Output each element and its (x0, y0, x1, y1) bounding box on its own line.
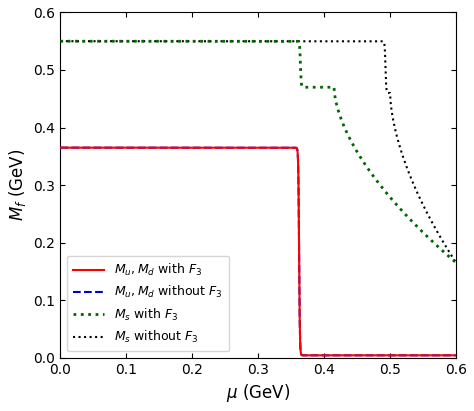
$M_s$ with $F_3$ (156, 39, 162, 44)
$M_u, M_d$ with $F_3$ (428, 353, 433, 358)
$M_u, M_d$ without $F_3$ (245, 145, 250, 150)
$M_s$ without $F_3$ (245, 39, 250, 44)
Line: $M_s$ with $F_3$: $M_s$ with $F_3$ (60, 41, 456, 263)
Line: $M_s$ without $F_3$: $M_s$ without $F_3$ (60, 41, 456, 263)
$M_s$ with $F_3$ (311, 85, 317, 90)
$M_u, M_d$ with $F_3$ (156, 145, 162, 150)
Line: $M_u, M_d$ with $F_3$: $M_u, M_d$ with $F_3$ (60, 148, 456, 356)
$M_u, M_d$ without $F_3$ (428, 353, 433, 358)
$M_s$ with $F_3$ (453, 260, 459, 265)
X-axis label: $\mu$ (GeV): $\mu$ (GeV) (226, 382, 290, 404)
$M_s$ without $F_3$ (297, 39, 302, 44)
$M_s$ without $F_3$ (57, 39, 63, 44)
$M_u, M_d$ with $F_3$ (312, 353, 318, 358)
$M_u, M_d$ without $F_3$ (311, 353, 317, 358)
Line: $M_u, M_d$ without $F_3$: $M_u, M_d$ without $F_3$ (60, 148, 456, 356)
$M_u, M_d$ with $F_3$ (311, 353, 317, 358)
$M_u, M_d$ with $F_3$ (453, 353, 459, 358)
$M_u, M_d$ without $F_3$ (341, 353, 346, 358)
$M_u, M_d$ without $F_3$ (57, 145, 63, 150)
$M_u, M_d$ with $F_3$ (341, 353, 346, 358)
$M_u, M_d$ without $F_3$ (453, 353, 459, 358)
$M_u, M_d$ with $F_3$ (297, 313, 302, 318)
Y-axis label: $M_f$ (GeV): $M_f$ (GeV) (7, 149, 28, 221)
$M_s$ with $F_3$ (297, 45, 302, 50)
$M_s$ without $F_3$ (311, 39, 317, 44)
$M_u, M_d$ with $F_3$ (245, 145, 250, 150)
$M_s$ with $F_3$ (245, 39, 250, 44)
$M_s$ without $F_3$ (453, 260, 459, 265)
$M_s$ without $F_3$ (428, 217, 433, 222)
$M_s$ without $F_3$ (341, 39, 346, 44)
$M_u, M_d$ without $F_3$ (312, 353, 318, 358)
$M_u, M_d$ with $F_3$ (57, 145, 63, 150)
$M_u, M_d$ without $F_3$ (156, 145, 162, 150)
$M_s$ with $F_3$ (57, 39, 63, 44)
$M_s$ with $F_3$ (428, 237, 433, 242)
$M_s$ without $F_3$ (156, 39, 162, 44)
Legend: $M_u, M_d$ with $F_3$, $M_u, M_d$ without $F_3$, $M_s$ with $F_3$, $M_s$ without: $M_u, M_d$ with $F_3$, $M_u, M_d$ withou… (67, 256, 229, 351)
$M_s$ with $F_3$ (341, 123, 346, 128)
$M_u, M_d$ without $F_3$ (297, 313, 302, 318)
